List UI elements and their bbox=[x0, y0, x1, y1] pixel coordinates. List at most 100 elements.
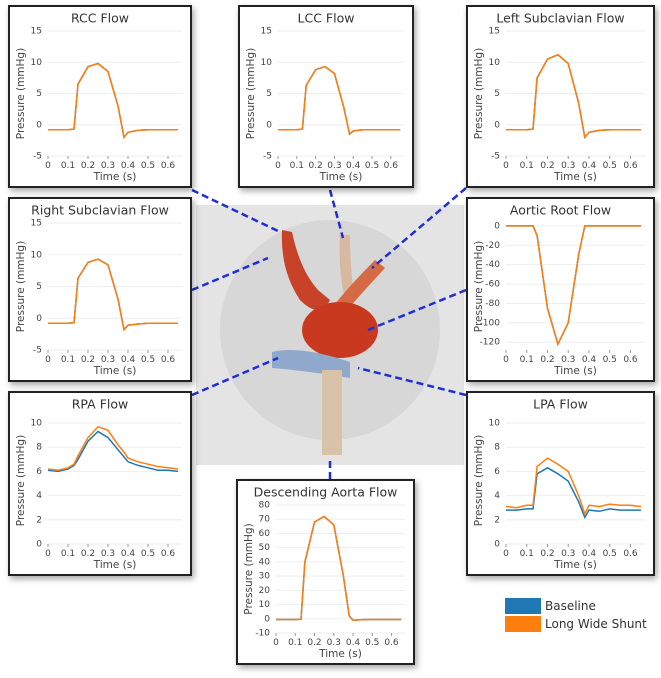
y-tick-label: 0 bbox=[36, 540, 42, 550]
x-axis-label: Time (s) bbox=[553, 559, 597, 571]
x-tick-label: 0.5 bbox=[365, 161, 379, 171]
x-axis-label: Time (s) bbox=[318, 648, 362, 660]
y-tick-label: 40 bbox=[259, 557, 271, 567]
x-axis-label: Time (s) bbox=[553, 171, 597, 183]
y-tick-label: 70 bbox=[259, 515, 271, 525]
y-tick-label: -5 bbox=[263, 152, 272, 162]
y-tick-label: -100 bbox=[480, 318, 501, 328]
legend-item: Long Wide Shunt bbox=[505, 615, 647, 633]
y-axis-label: Pressure (mmHg) bbox=[243, 523, 255, 614]
x-tick-label: 0.5 bbox=[603, 355, 617, 365]
chart: Left Subclavian Flow Time (s) Pressure (mm… bbox=[473, 11, 645, 183]
x-tick-label: 0.6 bbox=[384, 161, 399, 171]
x-tick-label: 0.2 bbox=[308, 161, 322, 171]
y-axis-label: Pressure (mmHg) bbox=[473, 435, 485, 526]
y-axis-label: Pressure (mmHg) bbox=[15, 435, 27, 526]
x-tick-label: 0.5 bbox=[141, 161, 155, 171]
x-tick-label: 0.2 bbox=[540, 161, 554, 171]
x-tick-label: 0 bbox=[45, 549, 51, 559]
chart-title: RPA Flow bbox=[72, 397, 128, 412]
y-tick-label: 4 bbox=[494, 491, 500, 501]
x-tick-label: 0.5 bbox=[141, 355, 155, 365]
y-tick-label: 6 bbox=[36, 467, 42, 477]
chart-panel: RPA Flow Time (s) Pressure (mmHg) 0 2 4 6 8 10 0 0… bbox=[8, 391, 192, 576]
y-tick-label: 10 bbox=[259, 600, 271, 610]
y-tick-label: 2 bbox=[36, 515, 42, 525]
chart-panel: RCC Flow Time (s) Pressure (mmHg) -5 0 5 10 15 0… bbox=[8, 5, 192, 188]
y-tick-label: 0 bbox=[36, 314, 42, 324]
legend-label: Long Wide Shunt bbox=[545, 617, 647, 631]
x-tick-label: 0.1 bbox=[288, 638, 302, 648]
x-tick-label: 0.2 bbox=[81, 549, 95, 559]
y-tick-label: -120 bbox=[480, 338, 501, 348]
legend-swatch bbox=[505, 598, 541, 614]
x-tick-label: 0.6 bbox=[623, 355, 638, 365]
x-tick-label: 0.4 bbox=[121, 549, 136, 559]
x-tick-label: 0.6 bbox=[161, 355, 176, 365]
x-tick-label: 0.6 bbox=[161, 549, 176, 559]
chart-title: LPA Flow bbox=[533, 397, 588, 412]
series-line bbox=[278, 65, 401, 136]
x-tick-label: 0.3 bbox=[101, 161, 115, 171]
y-tick-label: 0 bbox=[494, 120, 500, 130]
x-tick-label: 0.1 bbox=[61, 549, 75, 559]
legend-item: Baseline bbox=[505, 597, 647, 615]
y-tick-label: -80 bbox=[485, 299, 500, 309]
x-tick-label: 0.4 bbox=[121, 355, 136, 365]
chart: Right Subclavian Flow Time (s) Pressure (m… bbox=[15, 203, 182, 377]
y-tick-label: 8 bbox=[494, 443, 500, 453]
series-line bbox=[506, 466, 641, 520]
chart-panel: Aortic Root Flow Time (s) Pressure (mmHg) -… bbox=[466, 197, 655, 382]
series-line bbox=[48, 62, 178, 140]
vessel-lcc bbox=[339, 235, 355, 300]
y-tick-label: -20 bbox=[485, 241, 500, 251]
x-tick-label: 0.6 bbox=[384, 638, 399, 648]
x-tick-label: 0.5 bbox=[365, 638, 379, 648]
x-tick-label: 0 bbox=[503, 355, 509, 365]
x-tick-label: 0.2 bbox=[540, 549, 554, 559]
chart-title: Descending Aorta Flow bbox=[254, 485, 398, 500]
series-line bbox=[47, 425, 179, 471]
x-tick-label: 0.6 bbox=[161, 161, 176, 171]
y-axis-label: Pressure (mmHg) bbox=[245, 48, 257, 139]
y-tick-label: 5 bbox=[36, 282, 42, 292]
x-tick-label: 0.5 bbox=[603, 549, 617, 559]
y-tick-label: 50 bbox=[259, 543, 271, 553]
aortic-root bbox=[302, 302, 378, 358]
x-tick-label: 0.1 bbox=[520, 549, 534, 559]
chart-title: Aortic Root Flow bbox=[510, 203, 611, 218]
x-tick-label: 0.2 bbox=[81, 355, 95, 365]
x-tick-label: 0.1 bbox=[290, 161, 304, 171]
x-tick-label: 0.3 bbox=[327, 161, 341, 171]
y-tick-label: 15 bbox=[31, 27, 42, 37]
series-line bbox=[276, 515, 402, 621]
x-tick-label: 0.2 bbox=[540, 355, 554, 365]
y-tick-label: 15 bbox=[489, 27, 500, 37]
x-tick-label: 0.2 bbox=[307, 638, 321, 648]
x-tick-label: 0.3 bbox=[561, 549, 575, 559]
y-axis-label: Pressure (mmHg) bbox=[473, 48, 485, 139]
series-line bbox=[506, 225, 641, 347]
x-tick-label: 0.3 bbox=[561, 161, 575, 171]
y-tick-label: 5 bbox=[36, 89, 42, 99]
chart: LPA Flow Time (s) Pressure (mmHg) 0 2 4 6 8 10 0 0… bbox=[473, 397, 645, 571]
y-tick-label: 5 bbox=[266, 89, 272, 99]
y-tick-label: -60 bbox=[485, 280, 500, 290]
series-line bbox=[278, 65, 401, 136]
y-tick-label: -40 bbox=[485, 260, 500, 270]
x-tick-label: 0.1 bbox=[61, 161, 75, 171]
chart-title: Right Subclavian Flow bbox=[31, 203, 169, 218]
x-tick-label: 0 bbox=[503, 549, 509, 559]
y-tick-label: 10 bbox=[31, 58, 43, 68]
x-tick-label: 0.3 bbox=[561, 355, 575, 365]
x-tick-label: 0 bbox=[503, 161, 509, 171]
y-tick-label: 0 bbox=[36, 120, 42, 130]
x-tick-label: 0.4 bbox=[582, 549, 597, 559]
chart-panel: Left Subclavian Flow Time (s) Pressure (mm… bbox=[466, 5, 655, 188]
x-tick-label: 0 bbox=[45, 161, 51, 171]
